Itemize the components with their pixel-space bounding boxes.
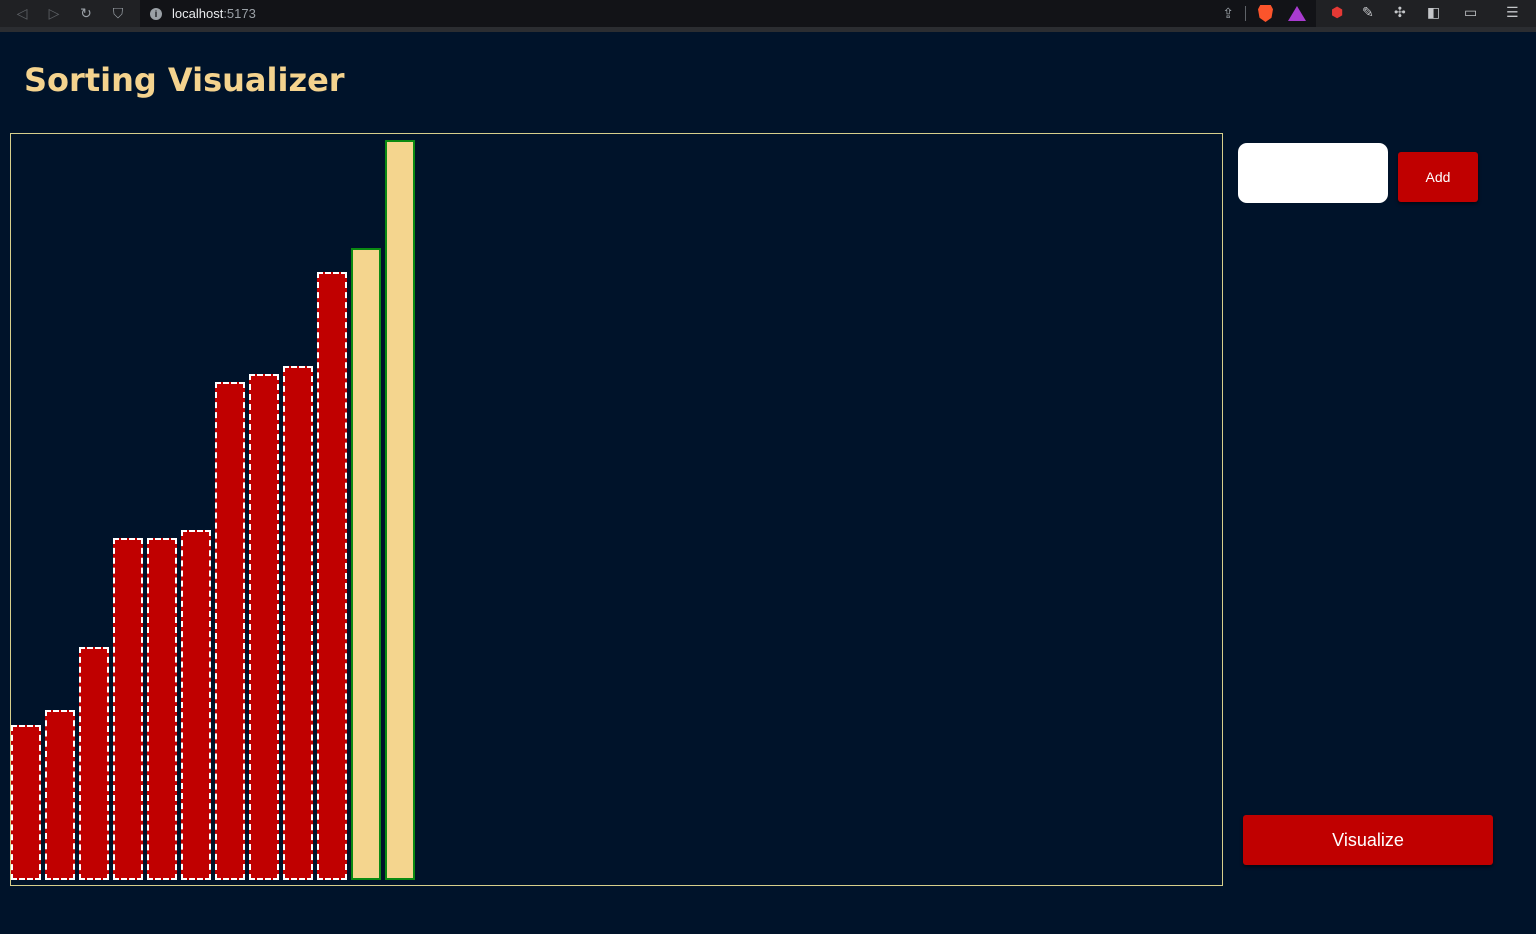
number-input[interactable] bbox=[1238, 143, 1388, 203]
puzzle-icon[interactable]: ✣ bbox=[1394, 4, 1406, 20]
info-icon[interactable]: i bbox=[150, 7, 162, 20]
menu-icon[interactable]: ☰ bbox=[1506, 4, 1519, 20]
visualize-button[interactable]: Visualize bbox=[1243, 815, 1493, 865]
url-host: localhost bbox=[172, 6, 224, 21]
eyedropper-icon[interactable]: ✎ bbox=[1362, 4, 1374, 20]
browser-toolbar: ◁ ▷ ↻ ⛉ i localhost:5173 ⇪ ⬢ ✎ ✣ ◧ ▭ ☰ bbox=[0, 0, 1536, 32]
bar-6 bbox=[215, 382, 245, 880]
share-icon[interactable]: ⇪ bbox=[1222, 5, 1234, 21]
bar-8 bbox=[283, 366, 313, 880]
bar-3 bbox=[113, 538, 143, 880]
bar-11 bbox=[385, 140, 415, 880]
bar-1 bbox=[45, 710, 75, 880]
bar-2 bbox=[79, 647, 109, 880]
bar-7 bbox=[249, 374, 279, 880]
brave-icon[interactable] bbox=[1258, 5, 1273, 22]
url-port: :5173 bbox=[223, 6, 256, 21]
rewards-icon[interactable] bbox=[1288, 6, 1306, 21]
youtube-extension-icon[interactable]: ⬢ bbox=[1331, 4, 1344, 20]
back-icon[interactable]: ◁ bbox=[16, 5, 28, 21]
address-bar[interactable]: i localhost:5173 ⇪ bbox=[140, 0, 1316, 27]
sidebar-icon[interactable]: ◧ bbox=[1427, 4, 1441, 20]
bar-0 bbox=[11, 725, 41, 880]
forward-icon[interactable]: ▷ bbox=[48, 5, 60, 21]
address-divider bbox=[1245, 6, 1246, 21]
bar-5 bbox=[181, 530, 211, 880]
page-title: Sorting Visualizer bbox=[24, 61, 345, 99]
bar-10 bbox=[351, 248, 381, 880]
bar-chart-area bbox=[10, 133, 1223, 886]
bar-9 bbox=[317, 272, 347, 880]
reload-icon[interactable]: ↻ bbox=[80, 5, 92, 21]
bar-4 bbox=[147, 538, 177, 880]
wallet-icon[interactable]: ▭ bbox=[1464, 4, 1478, 20]
bookmark-icon[interactable]: ⛉ bbox=[112, 5, 124, 21]
add-button[interactable]: Add bbox=[1398, 152, 1478, 202]
